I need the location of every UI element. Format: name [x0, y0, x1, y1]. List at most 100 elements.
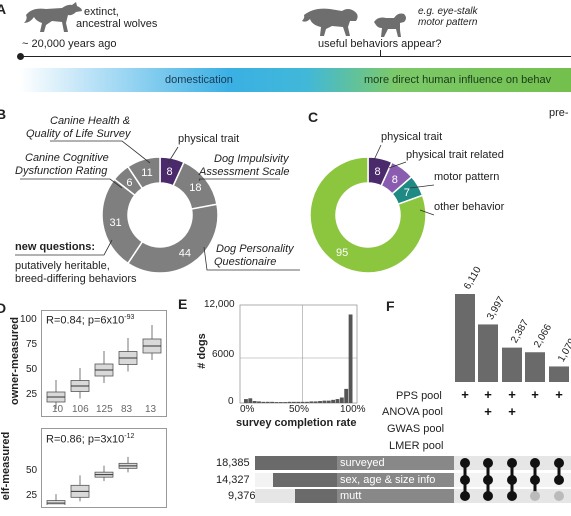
- donut-b-value-5: 11: [141, 167, 152, 179]
- wolves-label-1: extinct,: [84, 6, 119, 18]
- histogram-bar-8: [278, 402, 283, 403]
- new-questions-label-2: putatively heritable,: [15, 260, 110, 272]
- new-questions-label: new questions:: [15, 241, 96, 253]
- panel-b-leader-lines: [15, 140, 300, 271]
- years-ago-label: ~ 20,000 years ago: [22, 38, 117, 50]
- histogram-bar-7: [274, 402, 279, 403]
- wolf-icon: [24, 2, 82, 32]
- matrix-dot-2-0: [507, 458, 517, 468]
- histogram: [239, 304, 358, 404]
- puppy-icon: [374, 13, 406, 37]
- personality-label-2: Questionaire: [214, 256, 277, 268]
- matrix-dot-1-2: [483, 491, 493, 501]
- count-3: 125: [96, 404, 113, 415]
- donut-b-slice-2: [126, 203, 219, 274]
- e-ytick-12000: 12,000: [204, 299, 235, 310]
- histogram-bar-20: [331, 399, 336, 403]
- panel-c-letter: C: [308, 109, 319, 125]
- intersection-bar-1: [478, 324, 498, 382]
- histogram-bar-15: [309, 401, 314, 403]
- wolves-label-2: ancestral wolves: [76, 18, 158, 30]
- set-size-label-2: sex, age & size info: [340, 474, 436, 486]
- set-size-label-1: surveyed: [340, 457, 385, 469]
- human-influence-label: more direct human influence on behav: [364, 74, 552, 86]
- panel-a-letter: A: [0, 1, 7, 17]
- panel-b-letter: B: [0, 106, 7, 122]
- health-label-1: Canine Health &: [50, 115, 131, 127]
- example-label-2: motor pattern: [418, 17, 478, 28]
- e-ytick-0: 0: [228, 396, 234, 407]
- intersection-value-4: 1,079: [556, 336, 571, 364]
- donut-c-slice-3: [309, 156, 427, 274]
- histogram-bar-12: [296, 401, 301, 403]
- histogram-bar-1: [248, 398, 253, 403]
- motor-pattern-label: motor pattern: [434, 171, 500, 183]
- matrix-dot-3-0: [530, 458, 540, 468]
- pool-plus-0-1: +: [484, 387, 492, 402]
- donut-b-slice-5: [126, 156, 161, 190]
- donut-b-value-0: 8: [166, 166, 172, 178]
- intersection-value-3: 2,066: [532, 322, 554, 350]
- histogram-bar-16: [313, 401, 318, 403]
- histogram-bar-0: [244, 399, 248, 403]
- timeline-tick: [380, 50, 381, 57]
- health-label-2: Quality of Life Survey: [26, 128, 131, 140]
- set-size-value-3: 9,376: [228, 490, 256, 502]
- e-xtick-0: 0%: [240, 404, 255, 415]
- donut-chart-b: 8 18 44 31 6 11: [101, 156, 219, 274]
- matrix-dot-3-1: [530, 475, 540, 485]
- histogram-bar-18: [322, 400, 327, 403]
- histogram-bar-2: [252, 401, 257, 403]
- domestication-label: domestication: [165, 74, 233, 86]
- intersection-bar-2: [502, 347, 522, 382]
- histogram-bar-10: [287, 401, 292, 403]
- matrix-dot-0-2: [460, 491, 470, 501]
- intersection-value-2: 2,387: [509, 318, 531, 346]
- intersection-bar-0: [455, 294, 475, 382]
- e-xtick-50: 50%: [289, 404, 310, 415]
- donut-c-value-2: 7: [404, 187, 410, 199]
- pool-gwas: GWAS pool: [387, 423, 445, 435]
- count-5: 13: [145, 404, 157, 415]
- ytick-100: 100: [20, 314, 37, 325]
- matrix-dot-2-2: [507, 491, 517, 501]
- pool-pps: PPS pool: [396, 390, 442, 402]
- histogram-bar-24: [348, 314, 353, 403]
- panel-d-letter: D: [0, 300, 7, 316]
- physical-trait-label-c: physical trait: [381, 131, 443, 143]
- histogram-xlabel: survey completion rate: [236, 417, 357, 429]
- stat-top: R=0.84; p=6x10-93: [46, 314, 135, 327]
- set-size-bar-2: [295, 489, 338, 503]
- example-label-1: e.g. eye-stalk: [418, 6, 478, 17]
- set-label-bg-1: [337, 473, 454, 487]
- pool-anova: ANOVA pool: [382, 406, 443, 418]
- histogram-bar-4: [261, 401, 266, 403]
- domestication-gradient-bar: [20, 68, 571, 92]
- donut-c-value-1: 8: [392, 174, 398, 186]
- matrix-dot-4-0: [554, 458, 564, 468]
- matrix-dot-4-1: [554, 475, 564, 485]
- matrix-dot-1-0: [483, 458, 493, 468]
- histogram-bar-14: [305, 401, 309, 403]
- pool-plus-0-0: +: [461, 387, 469, 402]
- set-size-value-2: 14,327: [216, 474, 250, 486]
- matrix-dot-1-1: [483, 475, 493, 485]
- other-behavior-label: other behavior: [434, 201, 505, 213]
- dog-icon: [302, 8, 358, 36]
- histogram-bar-9: [283, 402, 288, 403]
- boxplots: [46, 325, 162, 505]
- count-1: 10: [52, 404, 64, 415]
- matrix-dot-0-1: [460, 475, 470, 485]
- cognitive-label-1: Canine Cognitive: [25, 152, 109, 164]
- boxplot-top-frame: [41, 310, 167, 417]
- stat-bottom: R=0.86; p=3x10-12: [46, 433, 135, 446]
- donut-b-value-3: 31: [109, 217, 121, 229]
- histogram-bar-17: [318, 401, 322, 403]
- count-2: 106: [72, 404, 89, 415]
- histogram-bar-6: [270, 401, 275, 403]
- timeline-axis: [20, 56, 571, 57]
- set-label-bg-2: [337, 489, 454, 503]
- personality-label-1: Dog Personality: [216, 243, 294, 255]
- pool-plus-1-2: +: [508, 404, 516, 419]
- donut-c-value-3: 95: [336, 247, 348, 259]
